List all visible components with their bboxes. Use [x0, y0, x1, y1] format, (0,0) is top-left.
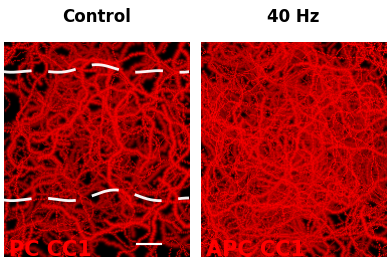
Text: PC CC1: PC CC1	[9, 240, 92, 260]
Text: 40 Hz: 40 Hz	[267, 8, 320, 26]
Text: Control: Control	[62, 8, 131, 26]
Text: APC CC1: APC CC1	[206, 240, 305, 260]
